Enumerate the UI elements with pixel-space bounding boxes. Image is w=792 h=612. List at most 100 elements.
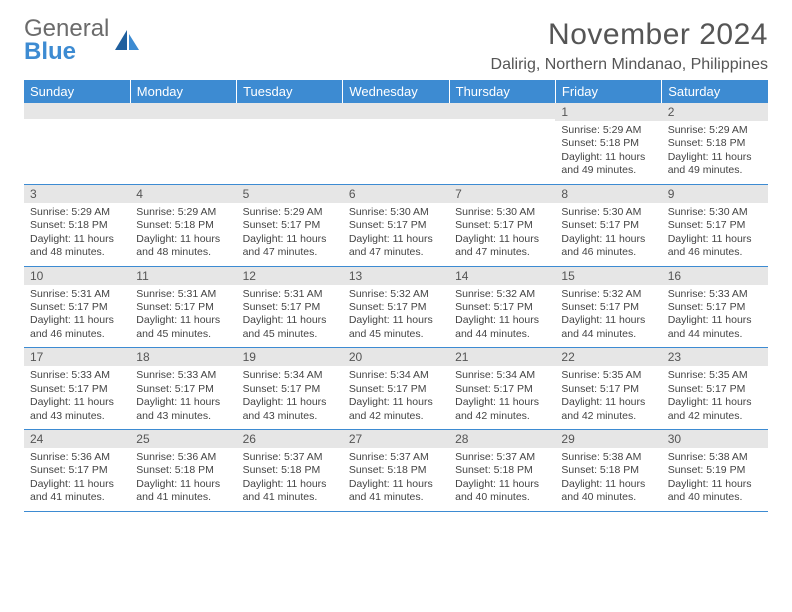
calendar-cell: 27Sunrise: 5:37 AMSunset: 5:18 PMDayligh…: [343, 430, 449, 512]
month-title: November 2024: [491, 18, 768, 52]
day-body: Sunrise: 5:36 AMSunset: 5:17 PMDaylight:…: [24, 448, 130, 511]
day-body: [24, 119, 130, 175]
calendar-cell: 21Sunrise: 5:34 AMSunset: 5:17 PMDayligh…: [449, 348, 555, 430]
daylight-line: Daylight: 11 hours and 40 minutes.: [455, 478, 549, 505]
daylight-line: Daylight: 11 hours and 48 minutes.: [136, 233, 230, 260]
sunset-line: Sunset: 5:17 PM: [561, 383, 655, 396]
sunset-line: Sunset: 5:18 PM: [349, 464, 443, 477]
calendar-cell: 4Sunrise: 5:29 AMSunset: 5:18 PMDaylight…: [130, 184, 236, 266]
calendar-cell: 14Sunrise: 5:32 AMSunset: 5:17 PMDayligh…: [449, 266, 555, 348]
sunrise-line: Sunrise: 5:30 AM: [561, 206, 655, 219]
calendar-cell: 15Sunrise: 5:32 AMSunset: 5:17 PMDayligh…: [555, 266, 661, 348]
sunset-line: Sunset: 5:18 PM: [561, 464, 655, 477]
day-body: Sunrise: 5:37 AMSunset: 5:18 PMDaylight:…: [343, 448, 449, 511]
day-body: Sunrise: 5:30 AMSunset: 5:17 PMDaylight:…: [662, 203, 768, 266]
calendar-cell: 1Sunrise: 5:29 AMSunset: 5:18 PMDaylight…: [555, 103, 661, 184]
daylight-line: Daylight: 11 hours and 41 minutes.: [136, 478, 230, 505]
daylight-line: Daylight: 11 hours and 42 minutes.: [561, 396, 655, 423]
day-body: Sunrise: 5:29 AMSunset: 5:18 PMDaylight:…: [130, 203, 236, 266]
sunset-line: Sunset: 5:17 PM: [455, 219, 549, 232]
day-number: 18: [130, 348, 236, 366]
calendar-cell: 16Sunrise: 5:33 AMSunset: 5:17 PMDayligh…: [662, 266, 768, 348]
weekday-header: Friday: [555, 80, 661, 103]
brand-logo: General Blue: [24, 18, 141, 64]
day-body: Sunrise: 5:32 AMSunset: 5:17 PMDaylight:…: [343, 285, 449, 348]
day-number: 16: [662, 267, 768, 285]
sunrise-line: Sunrise: 5:30 AM: [455, 206, 549, 219]
day-body: [449, 119, 555, 175]
daylight-line: Daylight: 11 hours and 47 minutes.: [455, 233, 549, 260]
daylight-line: Daylight: 11 hours and 44 minutes.: [668, 314, 762, 341]
calendar-cell: [449, 103, 555, 184]
sunset-line: Sunset: 5:17 PM: [455, 383, 549, 396]
daylight-line: Daylight: 11 hours and 49 minutes.: [668, 151, 762, 178]
calendar-cell: [343, 103, 449, 184]
daylight-line: Daylight: 11 hours and 42 minutes.: [668, 396, 762, 423]
calendar-cell: 25Sunrise: 5:36 AMSunset: 5:18 PMDayligh…: [130, 430, 236, 512]
sunset-line: Sunset: 5:17 PM: [349, 219, 443, 232]
sunrise-line: Sunrise: 5:33 AM: [30, 369, 124, 382]
daylight-line: Daylight: 11 hours and 41 minutes.: [30, 478, 124, 505]
sunset-line: Sunset: 5:17 PM: [561, 219, 655, 232]
day-number: 8: [555, 185, 661, 203]
day-number: [449, 103, 555, 119]
sunrise-line: Sunrise: 5:37 AM: [243, 451, 337, 464]
day-number: 15: [555, 267, 661, 285]
calendar-cell: 28Sunrise: 5:37 AMSunset: 5:18 PMDayligh…: [449, 430, 555, 512]
sunset-line: Sunset: 5:18 PM: [136, 219, 230, 232]
day-body: Sunrise: 5:33 AMSunset: 5:17 PMDaylight:…: [130, 366, 236, 429]
day-number: 5: [237, 185, 343, 203]
day-number: 3: [24, 185, 130, 203]
sunrise-line: Sunrise: 5:33 AM: [668, 288, 762, 301]
sunrise-line: Sunrise: 5:37 AM: [349, 451, 443, 464]
weekday-header: Tuesday: [237, 80, 343, 103]
day-number: 14: [449, 267, 555, 285]
day-number: 19: [237, 348, 343, 366]
day-body: Sunrise: 5:37 AMSunset: 5:18 PMDaylight:…: [237, 448, 343, 511]
day-number: [130, 103, 236, 119]
day-body: Sunrise: 5:36 AMSunset: 5:18 PMDaylight:…: [130, 448, 236, 511]
sunrise-line: Sunrise: 5:34 AM: [349, 369, 443, 382]
calendar-cell: [130, 103, 236, 184]
header: General Blue November 2024 Dalirig, Nort…: [24, 18, 768, 74]
sunset-line: Sunset: 5:17 PM: [243, 219, 337, 232]
calendar-cell: [237, 103, 343, 184]
day-number: 26: [237, 430, 343, 448]
calendar-cell: 20Sunrise: 5:34 AMSunset: 5:17 PMDayligh…: [343, 348, 449, 430]
calendar-cell: 12Sunrise: 5:31 AMSunset: 5:17 PMDayligh…: [237, 266, 343, 348]
calendar-cell: 30Sunrise: 5:38 AMSunset: 5:19 PMDayligh…: [662, 430, 768, 512]
day-number: 30: [662, 430, 768, 448]
daylight-line: Daylight: 11 hours and 42 minutes.: [349, 396, 443, 423]
day-body: Sunrise: 5:31 AMSunset: 5:17 PMDaylight:…: [24, 285, 130, 348]
calendar-cell: 19Sunrise: 5:34 AMSunset: 5:17 PMDayligh…: [237, 348, 343, 430]
sunset-line: Sunset: 5:19 PM: [668, 464, 762, 477]
daylight-line: Daylight: 11 hours and 49 minutes.: [561, 151, 655, 178]
daylight-line: Daylight: 11 hours and 48 minutes.: [30, 233, 124, 260]
sunrise-line: Sunrise: 5:31 AM: [30, 288, 124, 301]
sunrise-line: Sunrise: 5:38 AM: [561, 451, 655, 464]
calendar-cell: [24, 103, 130, 184]
day-number: 22: [555, 348, 661, 366]
daylight-line: Daylight: 11 hours and 46 minutes.: [668, 233, 762, 260]
sunset-line: Sunset: 5:17 PM: [136, 383, 230, 396]
sunrise-line: Sunrise: 5:31 AM: [243, 288, 337, 301]
brand-line2: Blue: [24, 41, 109, 64]
calendar-row: 10Sunrise: 5:31 AMSunset: 5:17 PMDayligh…: [24, 266, 768, 348]
sunset-line: Sunset: 5:18 PM: [30, 219, 124, 232]
calendar-cell: 24Sunrise: 5:36 AMSunset: 5:17 PMDayligh…: [24, 430, 130, 512]
day-number: 4: [130, 185, 236, 203]
day-body: Sunrise: 5:31 AMSunset: 5:17 PMDaylight:…: [130, 285, 236, 348]
day-number: 13: [343, 267, 449, 285]
location: Dalirig, Northern Mindanao, Philippines: [491, 56, 768, 74]
daylight-line: Daylight: 11 hours and 44 minutes.: [455, 314, 549, 341]
calendar-cell: 29Sunrise: 5:38 AMSunset: 5:18 PMDayligh…: [555, 430, 661, 512]
sunrise-line: Sunrise: 5:29 AM: [668, 124, 762, 137]
day-number: 27: [343, 430, 449, 448]
day-number: [237, 103, 343, 119]
day-body: Sunrise: 5:29 AMSunset: 5:18 PMDaylight:…: [24, 203, 130, 266]
sunrise-line: Sunrise: 5:31 AM: [136, 288, 230, 301]
title-block: November 2024 Dalirig, Northern Mindanao…: [491, 18, 768, 74]
day-body: Sunrise: 5:35 AMSunset: 5:17 PMDaylight:…: [555, 366, 661, 429]
sunrise-line: Sunrise: 5:33 AM: [136, 369, 230, 382]
weekday-header: Thursday: [449, 80, 555, 103]
